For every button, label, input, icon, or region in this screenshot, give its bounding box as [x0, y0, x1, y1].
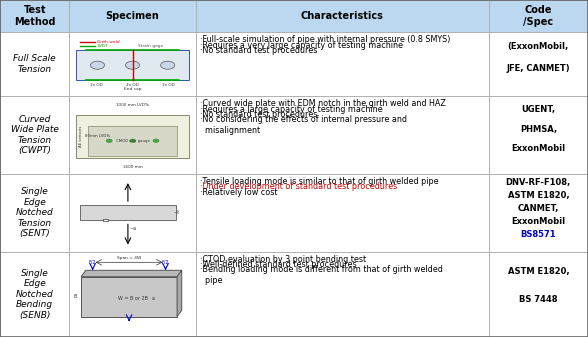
Text: ·No considering the effects of internal pressure and
  misalignment: ·No considering the effects of internal … — [200, 115, 407, 134]
Circle shape — [130, 139, 135, 143]
Text: ExxonMobil: ExxonMobil — [511, 217, 566, 226]
Bar — [69, 96, 196, 174]
Text: CANMET,: CANMET, — [517, 204, 559, 213]
Circle shape — [153, 139, 159, 143]
Bar — [81, 277, 177, 317]
Bar — [88, 126, 177, 156]
Bar — [489, 96, 588, 174]
Text: 3x OD: 3x OD — [162, 83, 175, 87]
Text: B: B — [73, 294, 76, 299]
Bar — [489, 0, 588, 32]
Text: ·No standard test procedures: ·No standard test procedures — [200, 46, 318, 55]
Text: 1600 mm: 1600 mm — [123, 165, 142, 169]
Text: 1000 mm LVDTs: 1000 mm LVDTs — [116, 102, 149, 106]
Text: ·No standard test procedures: ·No standard test procedures — [200, 110, 318, 119]
Bar — [489, 174, 588, 252]
Text: ·CTOD evaluation by 3 point bending test: ·CTOD evaluation by 3 point bending test — [200, 255, 366, 264]
Text: PHMSA,: PHMSA, — [520, 125, 557, 133]
Text: ~t: ~t — [173, 210, 180, 215]
Bar — [69, 252, 196, 337]
Bar — [0, 0, 69, 32]
Circle shape — [161, 61, 175, 69]
Bar — [196, 252, 489, 337]
Text: ·Curved wide plate with EDM notch in the girth weld and HAZ: ·Curved wide plate with EDM notch in the… — [200, 99, 446, 109]
Polygon shape — [81, 270, 182, 277]
Text: ·Tensile loading mode is similar to that of girth welded pipe: ·Tensile loading mode is similar to that… — [200, 177, 439, 186]
Text: F/2: F/2 — [89, 260, 96, 265]
Bar — [0, 32, 69, 96]
Text: Girth weld: Girth weld — [98, 40, 120, 44]
Text: Test
Method: Test Method — [14, 5, 55, 27]
Text: (ExxonMobil,: (ExxonMobil, — [507, 42, 569, 52]
Text: DNV-RF-F108,: DNV-RF-F108, — [506, 178, 571, 187]
Text: ·Relatively low cost: ·Relatively low cost — [200, 188, 278, 197]
Text: ·Bending loading mode is different from that of girth welded
  pipe: ·Bending loading mode is different from … — [200, 266, 443, 285]
Bar — [196, 96, 489, 174]
Text: Span = 4W: Span = 4W — [117, 256, 141, 260]
Text: Specimen: Specimen — [106, 11, 159, 21]
Text: ASTM E1820,: ASTM E1820, — [507, 191, 569, 201]
Circle shape — [91, 61, 105, 69]
Text: ·Under development of standard test procedures: ·Under development of standard test proc… — [200, 182, 397, 191]
Circle shape — [106, 139, 112, 143]
Bar — [103, 218, 108, 221]
Text: BS 7448: BS 7448 — [519, 296, 557, 305]
Bar — [0, 96, 69, 174]
Bar — [80, 206, 176, 220]
Text: Full Scale
Tension: Full Scale Tension — [14, 54, 56, 74]
Bar — [489, 252, 588, 337]
Bar — [69, 0, 196, 32]
Text: a: a — [152, 296, 155, 301]
Circle shape — [126, 61, 139, 69]
Bar — [76, 50, 189, 81]
Text: End cap: End cap — [124, 87, 141, 91]
Polygon shape — [177, 270, 182, 317]
Bar — [196, 174, 489, 252]
Text: CMOD clip gauge: CMOD clip gauge — [116, 139, 149, 143]
Text: 2x OD: 2x OD — [126, 83, 139, 87]
Text: BS8571: BS8571 — [520, 230, 556, 239]
Text: Code
/Spec: Code /Spec — [523, 5, 553, 27]
Text: 3x OD: 3x OD — [90, 83, 103, 87]
Text: F/2: F/2 — [162, 260, 169, 265]
Text: ·Requires a very large capacity of testing machine: ·Requires a very large capacity of testi… — [200, 40, 403, 50]
Text: LVDT: LVDT — [98, 44, 108, 48]
Text: AE sensors: AE sensors — [79, 126, 83, 147]
Text: Single
Edge
Notched
Bending
(SENB): Single Edge Notched Bending (SENB) — [16, 269, 54, 319]
Text: Strain gage: Strain gage — [138, 44, 164, 48]
Text: Characteristics: Characteristics — [301, 11, 383, 21]
Bar — [0, 252, 69, 337]
Text: ~a: ~a — [129, 226, 136, 231]
Text: Curved
Wide Plate
Tension
(CWPT): Curved Wide Plate Tension (CWPT) — [11, 115, 59, 155]
Text: ·Well-defined standard test procedures: ·Well-defined standard test procedures — [200, 260, 356, 269]
Text: 80mm LVDTs: 80mm LVDTs — [85, 134, 110, 139]
Text: ·Requires a large capacity of testing machine: ·Requires a large capacity of testing ma… — [200, 105, 383, 114]
Bar — [76, 115, 189, 158]
Bar — [196, 0, 489, 32]
Text: JFE, CANMET): JFE, CANMET) — [506, 64, 570, 73]
Bar — [69, 174, 196, 252]
Text: ·Full-scale simulation of pipe with internal pressure (0.8 SMYS): ·Full-scale simulation of pipe with inte… — [200, 35, 450, 44]
Text: ExxonMobil: ExxonMobil — [511, 144, 566, 153]
Bar — [196, 32, 489, 96]
Bar — [69, 32, 196, 96]
Text: W = B or 2B: W = B or 2B — [118, 296, 148, 301]
Text: ASTM E1820,: ASTM E1820, — [507, 267, 569, 276]
Text: Single
Edge
Notched
Tension
(SENT): Single Edge Notched Tension (SENT) — [16, 187, 54, 238]
Text: UGENT,: UGENT, — [521, 105, 556, 114]
Bar — [0, 174, 69, 252]
Bar — [489, 32, 588, 96]
